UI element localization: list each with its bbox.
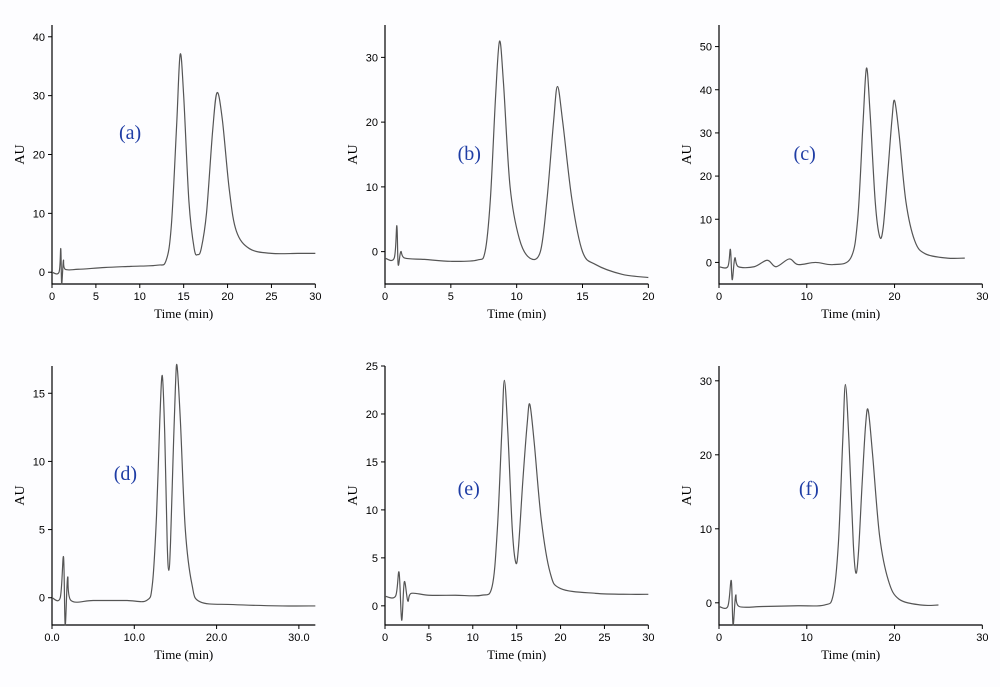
y-tick-label: 20: [366, 409, 378, 421]
y-tick-label: 20: [33, 150, 45, 162]
x-tick-label: 20: [221, 291, 233, 303]
y-tick-label: 30: [699, 376, 711, 388]
y-tick-label: 40: [33, 32, 45, 44]
y-axis-label: AU: [346, 485, 361, 505]
y-tick-label: 0: [706, 598, 712, 610]
chromatogram-trace: [719, 385, 938, 626]
y-axis-label: AU: [680, 485, 695, 505]
y-tick-label: 10: [366, 505, 378, 517]
x-axis-label: Time (min): [821, 306, 880, 321]
x-tick-label: 5: [93, 291, 99, 303]
chart-grid: 051015202530010203040Time (min)AU(a)0510…: [0, 0, 1000, 687]
y-tick-label: 0: [39, 593, 45, 605]
x-axis-label: Time (min): [154, 647, 213, 662]
x-tick-label: 15: [178, 291, 190, 303]
x-tick-label: 10: [134, 291, 146, 303]
axes: [719, 25, 982, 284]
x-tick-label: 20: [888, 632, 900, 644]
panel-b: 051015200102030Time (min)AU(b): [343, 15, 656, 326]
chromatogram-chart: 0 10 20 30 0 10 20 30 40 50 Time (min) AU: [677, 15, 990, 326]
chromatogram-chart: 0.0 10.0 20.0 30.0 0 5 10 15 Time (min) AU: [10, 356, 323, 667]
x-tick-label: 30.0: [288, 632, 309, 644]
x-tick-label: 0: [382, 632, 388, 644]
x-axis-label: Time (min): [487, 647, 546, 662]
chromatogram-chart: 0 5 10 15 20 25 30 0 5 10 15 20 25 Time (min) AU: [343, 356, 656, 667]
y-tick-label: 15: [366, 457, 378, 469]
x-tick-label: 0: [716, 291, 722, 303]
y-tick-label: 10: [699, 214, 711, 226]
y-tick-label: 20: [366, 117, 378, 129]
y-tick-label: 10: [366, 182, 378, 194]
axes: [385, 25, 648, 284]
x-tick-label: 0.0: [44, 632, 59, 644]
x-tick-label: 0: [49, 291, 55, 303]
x-tick-label: 5: [448, 291, 454, 303]
x-tick-label: 20: [555, 632, 567, 644]
chromatogram-chart: 0 5 10 15 20 0 10 20 30 Time (min) AU: [343, 15, 656, 326]
panel-e: 0510152025300510152025Time (min)AU(e): [343, 356, 656, 667]
y-tick-label: 10: [33, 208, 45, 220]
x-tick-label: 20: [643, 291, 655, 303]
chromatogram-trace: [52, 364, 315, 625]
x-axis-label: Time (min): [154, 306, 213, 321]
y-tick-label: 20: [699, 450, 711, 462]
x-tick-label: 0: [382, 291, 388, 303]
x-axis-label: Time (min): [821, 647, 880, 662]
x-tick-label: 15: [511, 632, 523, 644]
y-tick-label: 0: [706, 257, 712, 269]
x-tick-label: 10: [800, 632, 812, 644]
y-tick-label: 10: [699, 524, 711, 536]
y-axis-label: AU: [346, 144, 361, 164]
axes: [52, 25, 315, 284]
y-tick-label: 0: [372, 601, 378, 613]
x-tick-label: 25: [265, 291, 277, 303]
y-tick-label: 5: [39, 525, 45, 537]
x-tick-label: 0: [716, 632, 722, 644]
axes: [385, 366, 648, 625]
y-tick-label: 40: [699, 85, 711, 97]
panel-a: 051015202530010203040Time (min)AU(a): [10, 15, 323, 326]
y-tick-label: 15: [33, 388, 45, 400]
y-tick-label: 5: [372, 553, 378, 565]
x-tick-label: 30: [976, 291, 988, 303]
chromatogram-trace: [385, 380, 648, 620]
panel-f: 01020300102030Time (min)AU(f): [677, 356, 990, 667]
x-tick-label: 30: [643, 632, 655, 644]
x-tick-label: 30: [309, 291, 321, 303]
y-tick-label: 20: [699, 171, 711, 183]
x-tick-label: 10: [511, 291, 523, 303]
x-tick-label: 15: [577, 291, 589, 303]
chromatogram-trace: [719, 68, 965, 280]
x-axis-label: Time (min): [487, 306, 546, 321]
x-tick-label: 20: [888, 291, 900, 303]
chromatogram-trace: [385, 41, 648, 277]
y-tick-label: 30: [699, 128, 711, 140]
x-tick-label: 30: [976, 632, 988, 644]
x-tick-label: 20.0: [206, 632, 227, 644]
y-tick-label: 30: [366, 52, 378, 64]
y-tick-label: 0: [39, 267, 45, 279]
x-tick-label: 10: [467, 632, 479, 644]
x-tick-label: 5: [426, 632, 432, 644]
y-tick-label: 0: [372, 247, 378, 259]
chromatogram-chart: 0 5 10 15 20 25 30 0 10 20 30 40 Time (min) AU: [10, 15, 323, 326]
x-tick-label: 25: [599, 632, 611, 644]
y-tick-label: 25: [366, 361, 378, 373]
y-axis-label: AU: [680, 144, 695, 164]
chromatogram-chart: 0 10 20 30 0 10 20 30 Time (min) AU: [677, 356, 990, 667]
y-axis-label: AU: [13, 144, 28, 164]
y-tick-label: 10: [33, 456, 45, 468]
chromatogram-trace: [52, 54, 315, 284]
panel-d: 0.010.020.030.0051015Time (min)AU(d): [10, 356, 323, 667]
x-tick-label: 10: [800, 291, 812, 303]
y-tick-label: 30: [33, 91, 45, 103]
y-tick-label: 50: [699, 42, 711, 54]
panel-c: 010203001020304050Time (min)AU(c): [677, 15, 990, 326]
x-tick-label: 10.0: [124, 632, 145, 644]
y-axis-label: AU: [13, 485, 28, 505]
